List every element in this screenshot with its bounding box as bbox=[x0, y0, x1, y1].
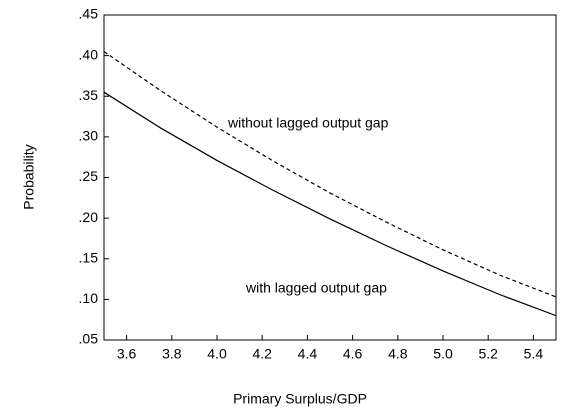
y-tick-label: .45 bbox=[79, 6, 99, 22]
x-tick-label: 5.0 bbox=[433, 346, 453, 362]
y-tick-label: .10 bbox=[79, 290, 99, 306]
x-tick-label: 5.2 bbox=[478, 346, 498, 362]
x-tick-label: 4.4 bbox=[298, 346, 318, 362]
y-axis-label: Probability bbox=[21, 144, 37, 209]
y-tick-label: .30 bbox=[79, 128, 99, 144]
annotation: without lagged output gap bbox=[227, 115, 389, 131]
x-axis-label: Primary Surplus/GDP bbox=[233, 391, 367, 407]
y-tick-label: .05 bbox=[79, 331, 99, 347]
y-tick-label: .35 bbox=[79, 87, 99, 103]
y-tick-label: .20 bbox=[79, 209, 99, 225]
x-tick-label: 4.0 bbox=[207, 346, 227, 362]
x-tick-label: 4.8 bbox=[388, 346, 408, 362]
x-tick-label: 4.2 bbox=[252, 346, 272, 362]
x-tick-label: 4.6 bbox=[343, 346, 363, 362]
series-line bbox=[103, 51, 557, 298]
x-tick-label: 3.6 bbox=[117, 346, 137, 362]
series-line bbox=[103, 91, 557, 317]
y-tick-label: .15 bbox=[79, 249, 99, 265]
x-tick-label: 3.8 bbox=[162, 346, 182, 362]
y-tick-label: .40 bbox=[79, 46, 99, 62]
annotation: with lagged output gap bbox=[245, 280, 387, 296]
x-tick-label: 5.4 bbox=[524, 346, 544, 362]
y-tick-label: .25 bbox=[79, 168, 99, 184]
